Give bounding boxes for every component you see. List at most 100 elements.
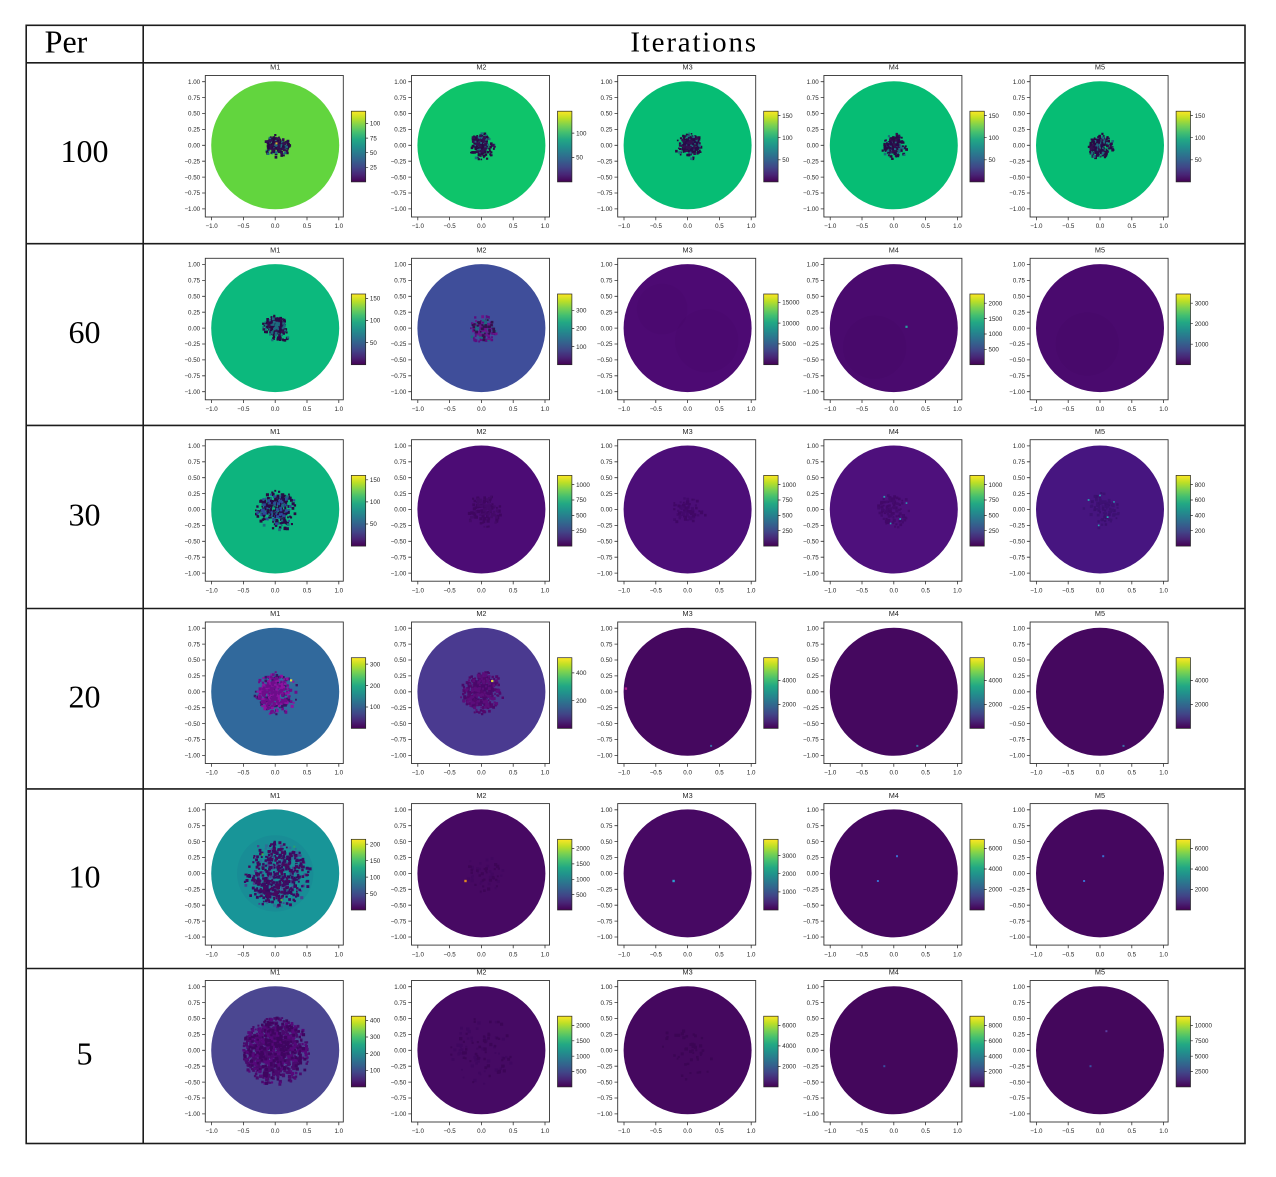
svg-text:10: 10 (69, 858, 101, 894)
svg-text:−0.5: −0.5 (237, 223, 250, 230)
svg-text:0.00: 0.00 (1013, 689, 1026, 696)
svg-text:0.25: 0.25 (600, 1032, 613, 1039)
svg-text:0.75: 0.75 (1013, 823, 1026, 830)
svg-text:M4: M4 (889, 63, 899, 72)
svg-text:0.00: 0.00 (807, 507, 820, 514)
svg-text:−0.5: −0.5 (1062, 587, 1075, 594)
svg-text:6000: 6000 (989, 846, 1003, 853)
svg-text:0.5: 0.5 (921, 587, 930, 594)
svg-text:−0.50: −0.50 (1009, 902, 1025, 909)
svg-text:−0.5: −0.5 (443, 951, 456, 958)
svg-text:7500: 7500 (1195, 1038, 1209, 1045)
svg-text:0.5: 0.5 (509, 951, 518, 958)
svg-text:2000: 2000 (576, 1023, 590, 1030)
svg-text:M2: M2 (476, 791, 486, 800)
svg-text:500: 500 (989, 347, 1000, 354)
svg-text:−1.00: −1.00 (391, 1111, 407, 1118)
svg-text:0.5: 0.5 (1127, 951, 1136, 958)
svg-text:0.0: 0.0 (1096, 587, 1105, 594)
svg-text:1000: 1000 (1195, 341, 1209, 348)
svg-text:0.50: 0.50 (394, 657, 407, 664)
svg-text:1.00: 1.00 (1013, 79, 1026, 86)
svg-text:−0.25: −0.25 (803, 705, 819, 712)
svg-text:1.0: 1.0 (334, 406, 343, 413)
svg-text:M5: M5 (1095, 246, 1105, 255)
svg-text:−0.5: −0.5 (856, 1128, 869, 1135)
svg-text:0.00: 0.00 (394, 689, 407, 696)
svg-text:M3: M3 (683, 968, 693, 977)
svg-text:1.0: 1.0 (953, 951, 962, 958)
svg-text:−0.50: −0.50 (1009, 174, 1025, 181)
svg-text:−0.25: −0.25 (803, 341, 819, 348)
svg-text:0.00: 0.00 (188, 689, 201, 696)
svg-text:200: 200 (370, 841, 381, 848)
svg-text:−0.50: −0.50 (803, 721, 819, 728)
svg-text:0.5: 0.5 (715, 587, 724, 594)
svg-text:1.0: 1.0 (747, 223, 756, 230)
svg-text:4000: 4000 (1195, 678, 1209, 685)
svg-text:150: 150 (782, 113, 793, 120)
svg-text:0.25: 0.25 (807, 309, 820, 316)
svg-text:−0.50: −0.50 (803, 539, 819, 546)
svg-text:−0.50: −0.50 (184, 1079, 200, 1086)
svg-text:50: 50 (370, 150, 377, 157)
svg-text:0.25: 0.25 (394, 309, 407, 316)
svg-text:0.5: 0.5 (303, 770, 312, 777)
svg-text:0.75: 0.75 (394, 1000, 407, 1007)
svg-text:−0.75: −0.75 (184, 918, 200, 925)
svg-text:−1.00: −1.00 (184, 753, 200, 760)
svg-text:−1.00: −1.00 (597, 389, 613, 396)
svg-text:20: 20 (69, 678, 101, 714)
svg-text:0.00: 0.00 (807, 689, 820, 696)
svg-text:−1.00: −1.00 (184, 934, 200, 941)
svg-text:2000: 2000 (989, 887, 1003, 894)
svg-text:0.5: 0.5 (303, 406, 312, 413)
svg-text:0.0: 0.0 (1096, 1128, 1105, 1135)
svg-text:−1.0: −1.0 (412, 1128, 425, 1135)
svg-text:−1.0: −1.0 (618, 770, 631, 777)
svg-text:1.0: 1.0 (953, 1128, 962, 1135)
svg-text:0.50: 0.50 (600, 111, 613, 118)
svg-text:−0.75: −0.75 (803, 373, 819, 380)
svg-text:0.00: 0.00 (600, 689, 613, 696)
svg-text:0.25: 0.25 (188, 491, 201, 498)
svg-text:1.00: 1.00 (600, 807, 613, 814)
svg-text:0.50: 0.50 (807, 657, 820, 664)
svg-text:0.5: 0.5 (303, 951, 312, 958)
svg-text:1.0: 1.0 (747, 587, 756, 594)
svg-text:0.50: 0.50 (1013, 1016, 1026, 1023)
svg-text:150: 150 (370, 296, 381, 303)
svg-text:−0.5: −0.5 (650, 587, 663, 594)
svg-text:1000: 1000 (782, 889, 796, 896)
svg-text:−1.0: −1.0 (1030, 1128, 1043, 1135)
svg-text:−0.75: −0.75 (597, 190, 613, 197)
svg-text:0.75: 0.75 (807, 278, 820, 285)
svg-text:−0.75: −0.75 (1009, 554, 1025, 561)
svg-text:50: 50 (370, 521, 377, 528)
svg-text:−0.5: −0.5 (650, 951, 663, 958)
svg-text:M1: M1 (270, 427, 280, 436)
svg-text:500: 500 (576, 1069, 587, 1076)
svg-text:−1.0: −1.0 (205, 951, 218, 958)
svg-text:−1.00: −1.00 (391, 934, 407, 941)
svg-text:−0.75: −0.75 (391, 737, 407, 744)
svg-text:4000: 4000 (989, 866, 1003, 873)
svg-text:−0.50: −0.50 (1009, 539, 1025, 546)
svg-text:0.00: 0.00 (1013, 325, 1026, 332)
svg-text:−1.0: −1.0 (618, 951, 631, 958)
svg-text:−1.0: −1.0 (412, 770, 425, 777)
svg-text:−0.25: −0.25 (1009, 887, 1025, 894)
svg-text:50: 50 (782, 157, 789, 164)
svg-text:−1.0: −1.0 (824, 587, 837, 594)
svg-text:1.0: 1.0 (1159, 587, 1168, 594)
svg-text:−0.25: −0.25 (391, 523, 407, 530)
svg-text:−0.50: −0.50 (391, 174, 407, 181)
svg-text:0.0: 0.0 (683, 1128, 692, 1135)
svg-text:2000: 2000 (989, 1069, 1003, 1076)
svg-text:4000: 4000 (782, 1043, 796, 1050)
svg-text:2000: 2000 (989, 702, 1003, 709)
svg-text:400: 400 (576, 670, 587, 677)
svg-text:−0.5: −0.5 (650, 770, 663, 777)
svg-text:−1.0: −1.0 (824, 770, 837, 777)
svg-text:−0.25: −0.25 (597, 523, 613, 530)
